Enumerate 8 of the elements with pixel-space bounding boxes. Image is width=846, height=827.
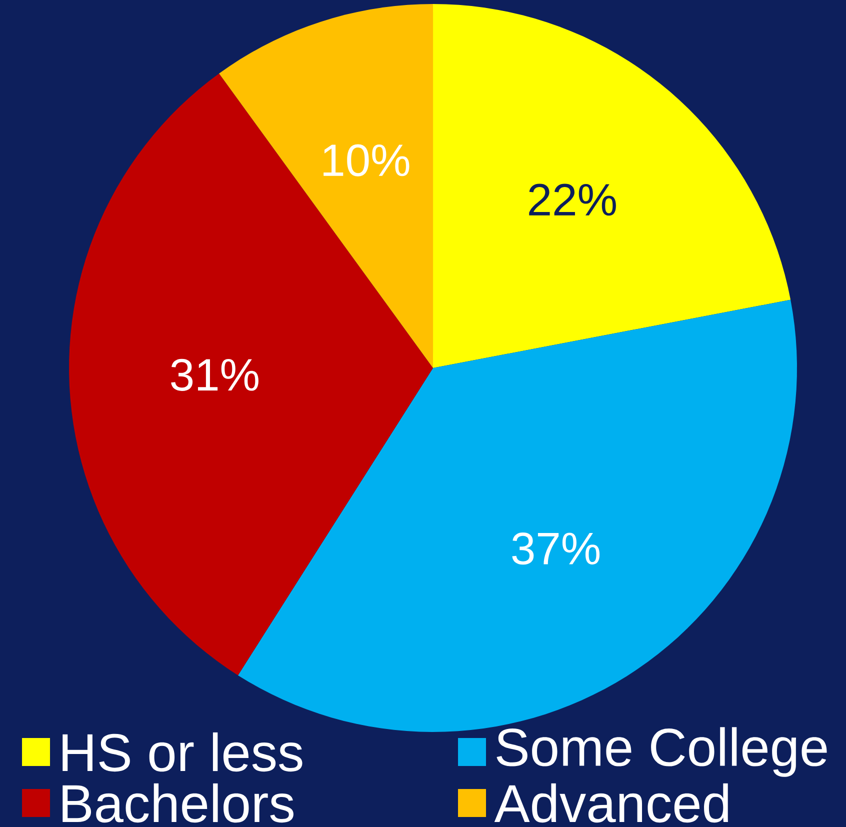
data-label: 37% xyxy=(512,532,600,565)
legend-label: Some College xyxy=(496,727,827,777)
data-label: 10% xyxy=(324,144,410,176)
legend-label: Advanced xyxy=(494,783,728,823)
legend-label: Bachelors xyxy=(62,783,294,823)
legend-label: HS or less xyxy=(62,732,302,772)
data-label: 22% xyxy=(529,184,616,216)
data-label: 31% xyxy=(171,358,258,391)
